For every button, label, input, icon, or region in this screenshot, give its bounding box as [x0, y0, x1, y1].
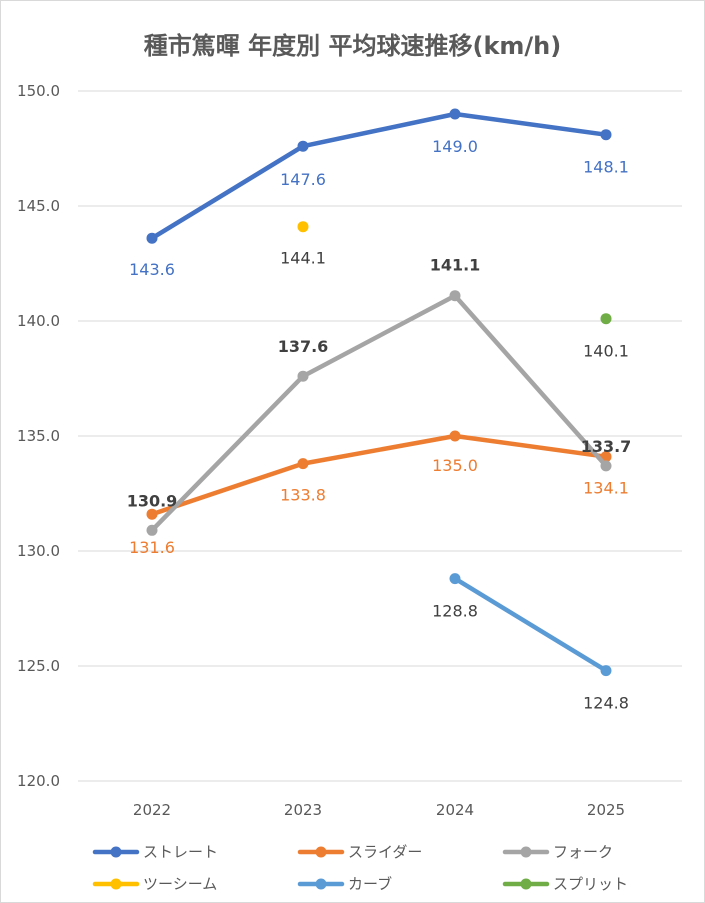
- series-line-segment: [452, 576, 609, 673]
- x-tick-label: 2022: [133, 801, 171, 819]
- series-line-segment: [149, 143, 306, 241]
- legend-label: フォーク: [553, 843, 613, 861]
- y-tick-label: 150.0: [17, 82, 60, 100]
- data-label: 135.0: [432, 456, 478, 475]
- data-label: 144.1: [280, 249, 326, 268]
- data-label: 140.1: [583, 342, 629, 361]
- data-point: [449, 290, 461, 302]
- legend-marker: [315, 846, 327, 858]
- legend-marker: [520, 846, 532, 858]
- y-tick-label: 140.0: [17, 312, 60, 330]
- data-label: 148.1: [583, 158, 629, 177]
- data-label: 149.0: [432, 137, 478, 156]
- legend-marker: [315, 878, 327, 890]
- y-tick-label: 135.0: [17, 427, 60, 445]
- series-line-segment: [300, 111, 458, 149]
- data-label: 130.9: [127, 491, 178, 510]
- data-label: 141.1: [430, 256, 481, 275]
- data-point: [600, 313, 612, 325]
- data-label: 147.6: [280, 170, 326, 189]
- x-tick-label: 2025: [587, 801, 625, 819]
- data-point: [449, 108, 461, 120]
- data-point: [146, 524, 158, 536]
- x-tick-label: 2023: [284, 801, 322, 819]
- data-point: [297, 458, 309, 470]
- data-point: [146, 232, 158, 244]
- series-line-segment: [452, 433, 609, 459]
- series-line-segment: [300, 293, 458, 379]
- legend-marker: [520, 878, 532, 890]
- x-tick-label: 2024: [436, 801, 474, 819]
- data-point: [449, 430, 461, 442]
- data-label: 133.7: [581, 437, 632, 456]
- series-line-segment: [149, 373, 306, 533]
- data-label: 134.1: [583, 479, 629, 498]
- series-line-segment: [452, 111, 609, 137]
- data-label: 137.6: [278, 337, 329, 356]
- data-label: 143.6: [129, 260, 175, 279]
- legend-marker: [110, 878, 122, 890]
- data-point: [600, 665, 612, 677]
- legend-label: スライダー: [348, 843, 422, 861]
- y-tick-label: 125.0: [17, 657, 60, 675]
- legend-label: ストレート: [143, 843, 218, 861]
- y-tick-label: 120.0: [17, 772, 60, 790]
- data-label: 133.8: [280, 486, 326, 505]
- legend-label: スプリット: [553, 875, 628, 893]
- legend-label: ツーシーム: [143, 875, 217, 893]
- legend-label: カーブ: [348, 875, 392, 893]
- data-label: 128.8: [432, 602, 478, 621]
- data-label: 131.6: [129, 538, 175, 557]
- legend-marker: [110, 846, 122, 858]
- data-point: [449, 573, 461, 585]
- data-label: 124.8: [583, 694, 629, 713]
- series-line-segment: [300, 433, 458, 466]
- data-point: [600, 460, 612, 472]
- data-point: [600, 129, 612, 141]
- y-tick-label: 145.0: [17, 197, 60, 215]
- y-tick-label: 130.0: [17, 542, 60, 560]
- chart-title: 種市篤暉 年度別 平均球速推移(km/h): [143, 32, 562, 60]
- series-line-segment: [452, 293, 609, 469]
- data-point: [297, 140, 309, 152]
- data-point: [146, 508, 158, 520]
- data-point: [297, 370, 309, 382]
- data-point: [297, 221, 309, 233]
